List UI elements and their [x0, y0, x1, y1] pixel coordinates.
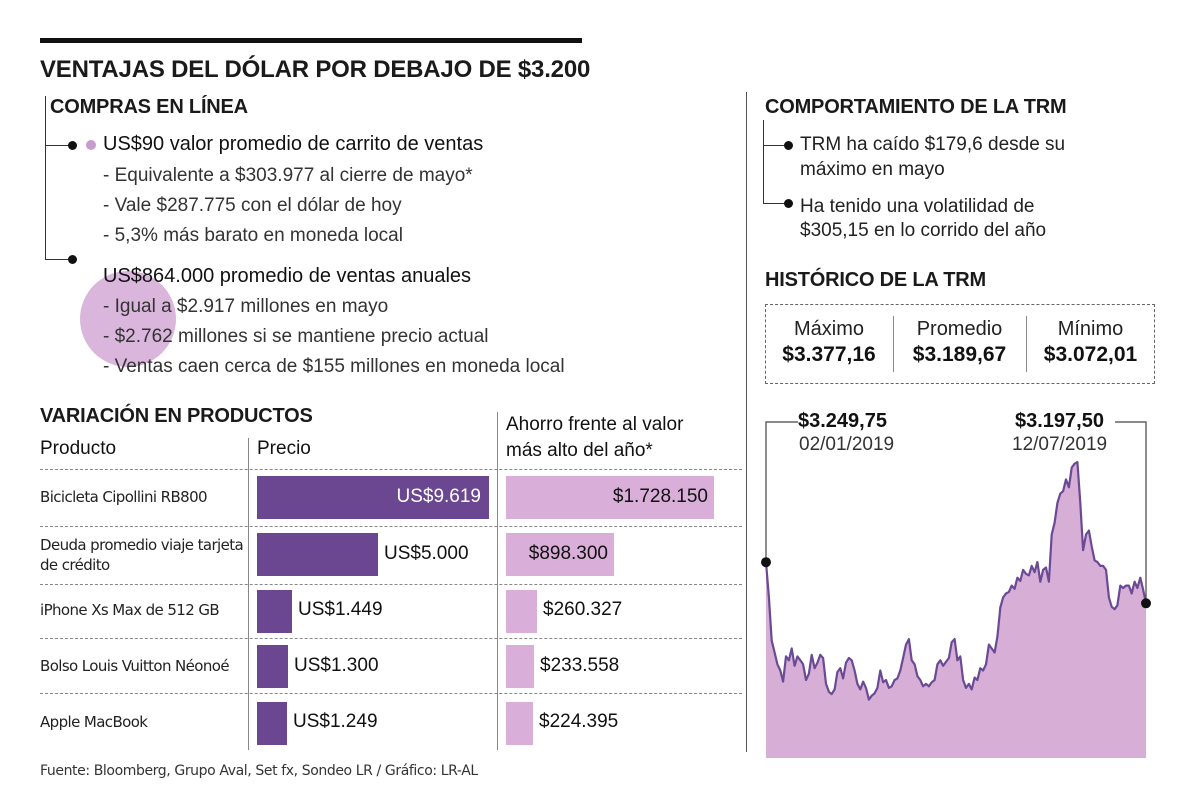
saving-bar — [506, 645, 534, 688]
footer-source: Fuente: Bloomberg, Grupo Aval, Set fx, S… — [40, 763, 478, 779]
stat-label-min: Mínimo — [1057, 318, 1124, 340]
start-point-dot — [761, 557, 771, 568]
row-separator — [40, 693, 742, 694]
compras-tree-line — [45, 96, 46, 260]
compras-item2-line: - Igual a $2.917 millones en mayo — [103, 296, 389, 317]
start-value-label: $3.249,75 — [798, 410, 887, 432]
saving-value-label: $224.395 — [539, 711, 619, 732]
bullet-dot-2 — [68, 255, 77, 264]
pink-marker-dot — [86, 140, 96, 150]
price-bar — [257, 645, 288, 688]
saving-bar — [506, 476, 714, 519]
saving-value-label: $1.728.150 — [612, 486, 708, 507]
stat-label-avg: Promedio — [916, 318, 1003, 340]
compras-title: COMPRAS EN LÍNEA — [50, 96, 248, 118]
compras-item1-head: US$90 valor promedio de carrito de venta… — [103, 133, 484, 155]
bullet-dot-1 — [68, 141, 77, 150]
compras-item2-line: - $2.762 millones si se mantiene precio … — [103, 326, 489, 347]
end-leader-line — [1115, 421, 1147, 603]
col-ahorro-1: Ahorro frente al valor — [506, 414, 684, 435]
row-separator — [40, 638, 742, 639]
compras-item1-line: - Vale $287.775 con el dólar de hoy — [103, 195, 402, 216]
product-label: Deuda promedio viaje tarjeta de crédito — [40, 536, 244, 574]
end-value-label: $3.197,50 — [1015, 410, 1104, 432]
price-bar — [257, 702, 287, 745]
saving-value-label: $233.558 — [540, 655, 620, 676]
price-value-label: US$1.449 — [298, 599, 383, 620]
price-bar — [257, 590, 292, 633]
decorative-circle — [80, 271, 176, 367]
row-separator — [40, 526, 742, 527]
comportamiento-item2: Ha tenido una volatilidad de — [800, 196, 1035, 217]
product-label: iPhone Xs Max de 512 GB — [40, 601, 220, 619]
start-date-label: 02/01/2019 — [799, 434, 895, 455]
stats-divider — [893, 316, 894, 372]
saving-bar — [506, 590, 537, 633]
variacion-title: VARIACIÓN EN PRODUCTOS — [40, 405, 313, 427]
comportamiento-tree-line — [763, 120, 764, 203]
product-label: Bolso Louis Vuitton Néonoé — [40, 657, 230, 675]
comportamiento-branch-2 — [763, 203, 789, 204]
saving-value-label: $260.327 — [543, 599, 623, 620]
compras-branch-2 — [45, 259, 73, 260]
stat-value-min: $3.072,01 — [1043, 343, 1138, 366]
price-value-label: US$1.300 — [294, 655, 379, 676]
comportamiento-branch-1 — [763, 145, 789, 146]
row-separator — [40, 584, 742, 585]
price-bar — [257, 533, 378, 576]
end-date-label: 12/07/2019 — [1012, 434, 1108, 455]
compras-branch-1 — [45, 145, 73, 146]
row-separator — [40, 469, 742, 470]
stat-value-max: $3.377,16 — [782, 343, 876, 366]
comportamiento-item2: $305,15 en lo corrido del año — [800, 220, 1047, 241]
trm-area-chart — [761, 421, 1151, 758]
col-producto: Producto — [40, 438, 117, 459]
stats-divider — [1026, 316, 1027, 372]
price-value-label: US$5.000 — [384, 543, 469, 564]
saving-bar — [506, 533, 614, 576]
end-point-dot — [1141, 598, 1151, 609]
price-bar — [257, 476, 489, 519]
col-precio: Precio — [257, 438, 311, 459]
stat-value-avg: $3.189,67 — [912, 343, 1007, 366]
price-value-label: US$1.249 — [293, 711, 378, 732]
comportamiento-item1: TRM ha caído $179,6 desde su — [800, 134, 1066, 155]
comportamiento-title: COMPORTAMIENTO DE LA TRM — [765, 96, 1067, 118]
compras-item1-line: - Equivalente a $303.977 al cierre de ma… — [103, 165, 473, 186]
compras-item1-line: - 5,3% más barato en moneda local — [103, 225, 403, 246]
historico-title: HISTÓRICO DE LA TRM — [765, 269, 987, 291]
col-ahorro-2: más alto del año* — [506, 440, 653, 461]
bullet-dot-3 — [784, 141, 793, 150]
stats-box — [765, 304, 1155, 384]
col-divider-1 — [248, 438, 249, 750]
panel-divider — [746, 92, 747, 752]
product-label: Bicicleta Cipollini RB800 — [40, 488, 208, 506]
start-leader-line — [765, 421, 798, 563]
trm-area-fill — [766, 462, 1146, 758]
saving-value-label: $898.300 — [528, 543, 608, 564]
saving-bar — [506, 702, 533, 745]
stat-label-max: Máximo — [793, 318, 864, 340]
top-rule — [40, 38, 582, 43]
compras-item2-line: - Ventas caen cerca de $155 millones en … — [103, 356, 565, 377]
bullet-dot-4 — [784, 199, 793, 208]
main-title: VENTAJAS DEL DÓLAR POR DEBAJO DE $3.200 — [40, 56, 591, 83]
col-divider-2 — [497, 412, 498, 750]
price-value-label: US$9.619 — [396, 486, 481, 507]
compras-item2-head: US$864.000 promedio de ventas anuales — [103, 265, 472, 287]
product-label: Apple MacBook — [40, 713, 148, 731]
trm-area-line — [764, 461, 1148, 701]
comportamiento-item1: máximo en mayo — [800, 159, 945, 180]
